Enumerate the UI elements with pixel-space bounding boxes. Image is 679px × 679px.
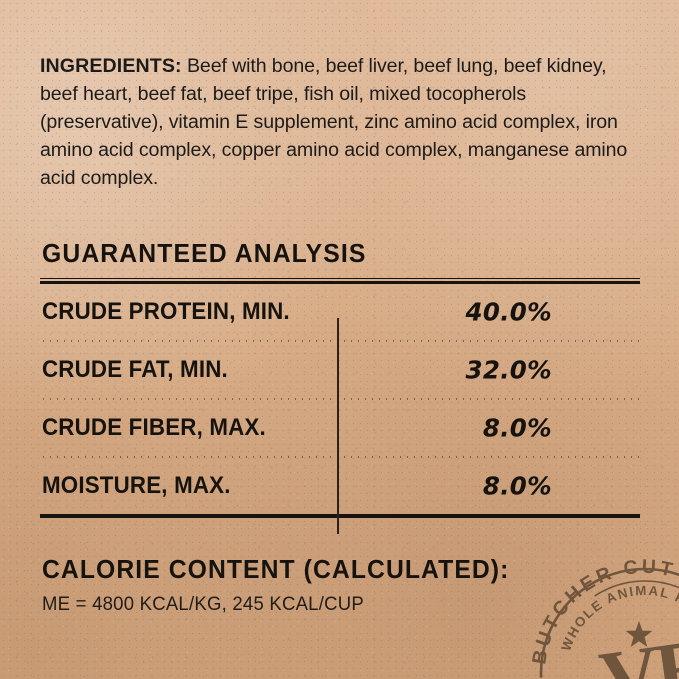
row-separator [40, 340, 640, 342]
table-rows: CRUDE PROTEIN, MIN. 40.0% CRUDE FAT, MIN… [40, 284, 640, 534]
table-row: CRUDE PROTEIN, MIN. 40.0% [40, 284, 640, 340]
nutrient-value: 32.0% [465, 355, 552, 385]
star-icon [625, 621, 653, 647]
brand-stamp: BUTCHER CUT PROTEIN WHOLE ANIMAL PROTEIN… [527, 555, 679, 679]
ingredients-section: INGREDIENTS: Beef with bone, beef liver,… [40, 52, 644, 192]
guaranteed-analysis-table: CRUDE PROTEIN, MIN. 40.0% CRUDE FAT, MIN… [40, 278, 640, 534]
table-row: CRUDE FAT, MIN. 32.0% [40, 342, 640, 398]
stamp-monogram: VE [595, 621, 679, 679]
nutrient-label: CRUDE FIBER, MAX. [42, 414, 266, 441]
guaranteed-analysis-heading: GUARANTEED ANALYSIS [42, 240, 367, 268]
table-bottom-rule [40, 514, 640, 518]
table-top-double-rule [40, 278, 640, 284]
table-column-divider [337, 318, 339, 534]
nutrient-label: CRUDE PROTEIN, MIN. [42, 298, 290, 325]
nutrient-value: 8.0% [482, 413, 552, 443]
nutrient-value: 40.0% [465, 297, 552, 327]
calorie-content-detail: ME = 4800 KCAL/KG, 245 KCAL/CUP [42, 593, 364, 615]
row-separator [40, 398, 640, 400]
table-row: CRUDE FIBER, MAX. 8.0% [40, 400, 640, 456]
stamp-outer-ring [539, 567, 679, 679]
ingredients-text: Beef with bone, beef liver, beef lung, b… [40, 55, 628, 189]
nutrient-label: CRUDE FAT, MIN. [42, 356, 228, 383]
ingredients-label: INGREDIENTS: [40, 55, 182, 77]
table-row: MOISTURE, MAX. 8.0% [40, 458, 640, 514]
row-separator [40, 456, 640, 458]
nutrient-value: 8.0% [482, 471, 552, 501]
stamp-inner-ring [552, 580, 679, 679]
nutrient-label: MOISTURE, MAX. [42, 472, 231, 499]
calorie-content-heading: CALORIE CONTENT (CALCULATED): [42, 556, 510, 584]
